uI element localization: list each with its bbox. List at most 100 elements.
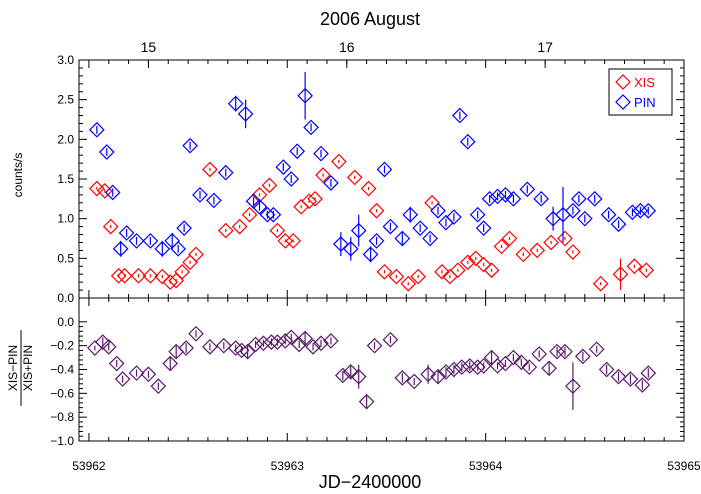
y-tick-label: 0.0 <box>57 315 74 329</box>
panel-0-series-1-point <box>283 171 300 187</box>
panel-0-series-1-point <box>89 121 105 138</box>
legend-label-xis: XIS <box>634 75 655 90</box>
x-tick-label: 53964 <box>469 459 503 473</box>
panel-0-series-1-point <box>182 137 198 154</box>
y-tick-label: −0.4 <box>50 363 74 377</box>
panel-0-series-0-point <box>543 234 559 251</box>
panel-0-series-1-point <box>289 143 306 160</box>
lower-y-label-denominator: XIS+PIN <box>21 345 35 391</box>
panel-0-series-0-point <box>174 263 190 280</box>
panel-0-series-0-point <box>89 180 105 197</box>
panel-1-series-0-point <box>588 341 605 358</box>
panel-1-series-0-point <box>297 330 313 347</box>
panel-1-series-0-point <box>622 371 639 387</box>
panel-0-series-0-point <box>277 233 294 249</box>
panel-0-series-0-point <box>450 262 466 279</box>
panel-1-series-0-point <box>531 346 548 362</box>
panel-0-series-0-point <box>557 230 573 247</box>
panel-0-series-1-point <box>170 240 187 257</box>
panel-1-series-0-point <box>513 354 530 371</box>
panel-0-series-1-point <box>217 164 234 181</box>
panel-0-series-1-point <box>469 206 486 223</box>
panel-0-series-1-point <box>452 107 468 124</box>
panel-0-series-1-point <box>533 190 550 207</box>
panel-0-series-0-point <box>346 169 363 186</box>
panel-0-series-1-point <box>489 188 506 205</box>
panel-0-series-0-point <box>307 190 323 207</box>
panel-0-series-0-point <box>483 262 500 279</box>
panel-0-series-1-point <box>362 246 379 263</box>
panel-1-series-0-point <box>334 367 351 384</box>
panel-1-series-0-point <box>358 393 375 410</box>
legend-marker-pin <box>615 94 631 110</box>
panel-0-series-1-point <box>350 222 367 239</box>
panel-1-series-0-point <box>640 365 657 381</box>
legend-marker-xis <box>615 74 631 90</box>
panel-0-series-1-point <box>519 181 536 198</box>
panel-1-series-0-point <box>521 359 538 375</box>
panel-1-series-0-point <box>94 334 111 350</box>
panel-0-series-0-point <box>217 222 234 239</box>
panel-0-series-0-point <box>626 258 643 275</box>
panel-0-series-1-point <box>237 106 254 122</box>
panel-0-series-0-point <box>301 193 317 210</box>
panel-0-series-0-point <box>116 267 133 284</box>
panel-0-series-1-point <box>459 133 476 150</box>
panel-0-series-0-point <box>241 206 258 223</box>
legend-box <box>608 68 673 116</box>
panel-0-series-1-point <box>571 190 587 207</box>
panel-1-series-0-point <box>406 373 423 390</box>
panel-0-series-0-point <box>434 263 450 280</box>
panel-1-series-0-point <box>178 340 194 356</box>
panel-0-series-0-point <box>315 167 331 183</box>
y-tick-label: 2.0 <box>57 132 74 146</box>
y-tick-label: 3.0 <box>57 53 74 67</box>
panel-1-series-0-point <box>215 337 232 354</box>
panel-1-series-0-point <box>634 377 651 393</box>
panel-1-series-0-point <box>291 336 308 353</box>
panel-1-series-0-point <box>541 360 557 377</box>
panel-0-frame <box>78 59 685 299</box>
panel-1-series-0-point <box>140 366 157 383</box>
panel-1-series-0-point <box>202 339 218 355</box>
panel-0-series-1-point <box>600 206 617 223</box>
panel-1-series-0-point <box>128 365 145 381</box>
panel-0-series-0-point <box>102 218 119 235</box>
panel-0-series-1-point <box>632 202 649 219</box>
x-tick-label: 53965 <box>667 459 701 473</box>
panel-1-series-0-point <box>227 340 244 356</box>
panel-1-series-0-point <box>269 334 286 350</box>
panel-0-series-1-point <box>206 192 222 209</box>
panel-1-series-0-point <box>313 335 329 352</box>
panel-0-series-0-point <box>501 230 518 247</box>
panel-0-series-1-point <box>481 190 498 207</box>
y-tick-label: −1.0 <box>50 434 74 448</box>
panel-0-series-1-point <box>275 159 292 175</box>
panel-0-series-1-point <box>497 187 514 203</box>
top-axis-title: 2006 August <box>320 9 420 29</box>
panel-0-series-0-point <box>376 263 393 280</box>
panel-0-series-1-point <box>104 184 121 201</box>
panel-0-series-1-point <box>192 187 208 203</box>
panel-1-series-0-point <box>420 366 436 383</box>
panel-0-series-1-point <box>227 95 244 112</box>
axis-labels: 2006 August JD−2400000 counts/s XIS−PIN … <box>6 9 421 492</box>
panel-0-series-1-point <box>265 206 282 223</box>
panel-0-series-0-point <box>459 254 476 271</box>
panel-1-series-0-point <box>446 361 462 378</box>
upper-y-axis-title: counts/s <box>11 153 25 198</box>
panel-0-series-0-point <box>130 267 147 284</box>
panel-1-series-0-point <box>438 364 454 380</box>
panel-0-series-0-point <box>612 266 629 283</box>
legend-label-pin: PIN <box>634 95 656 110</box>
panel-1-series-0-point <box>394 369 411 386</box>
y-tick-label: 1.0 <box>57 212 74 226</box>
panel-1-series-0-point <box>100 339 117 355</box>
panel-1-series-0-point <box>150 378 167 395</box>
panel-0-series-0-point <box>110 267 127 284</box>
panel-1-series-0-point <box>277 333 294 349</box>
panel-1-series-0-point <box>233 342 250 359</box>
legend: XIS PIN <box>608 68 673 116</box>
panel-0-series-0-point <box>331 153 347 170</box>
